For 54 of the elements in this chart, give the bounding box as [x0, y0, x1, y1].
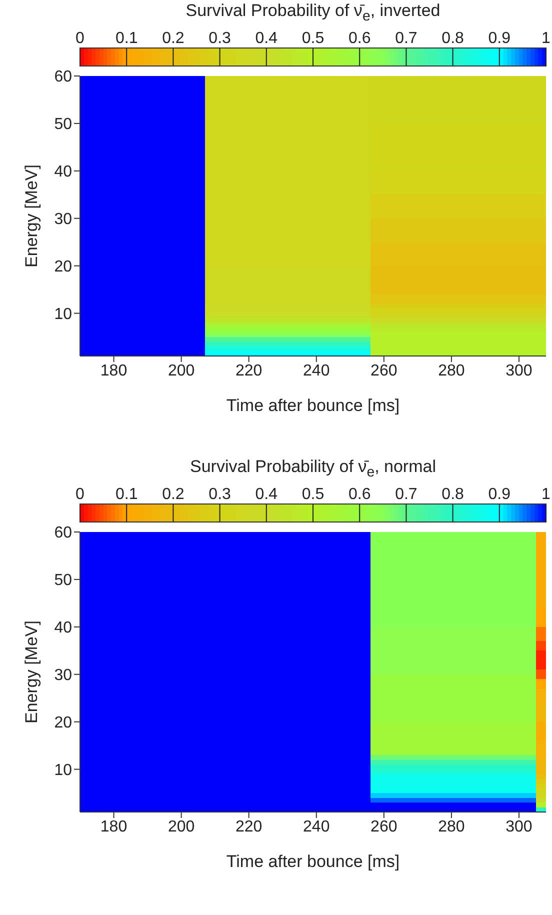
y-tick-label: 50: [54, 116, 72, 134]
color-bar-label: 0.8: [442, 30, 464, 47]
x-axis-title: Time after bounce [ms]: [226, 396, 400, 415]
color-bar-label: 0.1: [115, 486, 138, 503]
color-bar-label: 0.7: [395, 30, 418, 47]
x-tick-label: 240: [303, 362, 330, 380]
x-tick-label: 180: [100, 362, 128, 380]
y-tick-label: 50: [54, 572, 72, 590]
y-tick-label: 40: [54, 620, 72, 637]
x-tick-label: 280: [438, 362, 465, 380]
chart-title: Survival Probability of ν̄$_{e}$, normal: [189, 456, 437, 480]
y-axis-title: Energy [MeV]: [22, 164, 42, 268]
x-tick-label: 260: [370, 362, 398, 380]
color-bar-label: 0.3: [208, 30, 232, 47]
color-bar-label: 0.3: [208, 486, 232, 503]
color-bar-label: 0.5: [302, 30, 324, 47]
y-tick-label: 60: [54, 524, 72, 542]
color-bar-label: 0: [76, 30, 85, 47]
x-tick-label: 280: [438, 818, 465, 836]
color-bar-label: 0.1: [115, 30, 138, 47]
x-tick-label: 220: [235, 362, 262, 380]
color-bar-label: 0.2: [162, 30, 184, 47]
color-bar-label: 0.9: [488, 486, 511, 503]
color-bar-label: 0.6: [348, 486, 371, 503]
color-bar-label: 0.6: [348, 30, 371, 47]
x-tick-label: 220: [235, 818, 262, 836]
color-bar-label: 0.2: [162, 486, 184, 503]
color-bar-label: 0.4: [255, 486, 278, 503]
y-tick-label: 20: [54, 258, 72, 276]
chart-title: Survival Probability of ν̄$_{e}$, inverted: [184, 0, 442, 24]
x-tick-label: 180: [100, 818, 128, 836]
y-tick-label: 30: [54, 211, 72, 228]
y-tick-label: 10: [54, 306, 72, 323]
x-tick-label: 200: [168, 362, 195, 380]
x-tick-label: 200: [168, 818, 195, 836]
y-tick-label: 40: [54, 164, 72, 181]
color-bar-label: 0.8: [442, 486, 464, 503]
x-tick-label: 240: [303, 818, 330, 836]
color-bar-label: 1: [542, 486, 551, 503]
y-tick-label: 20: [54, 714, 72, 732]
x-tick-label: 300: [506, 818, 532, 836]
color-bar-label: 0: [76, 486, 85, 503]
x-tick-label: 260: [370, 818, 398, 836]
color-bar-label: 0.4: [255, 30, 278, 47]
color-bar-label: 1: [542, 30, 551, 47]
color-bar-label: 0.7: [395, 486, 418, 503]
x-axis-title: Time after bounce [ms]: [226, 852, 400, 871]
y-tick-label: 30: [54, 667, 72, 684]
color-bar-label: 0.9: [488, 30, 511, 47]
y-axis-title: Energy [MeV]: [22, 620, 42, 724]
x-tick-label: 300: [506, 362, 532, 380]
color-bar-label: 0.5: [302, 486, 324, 503]
y-tick-label: 60: [54, 68, 72, 86]
y-tick-label: 10: [54, 762, 72, 779]
